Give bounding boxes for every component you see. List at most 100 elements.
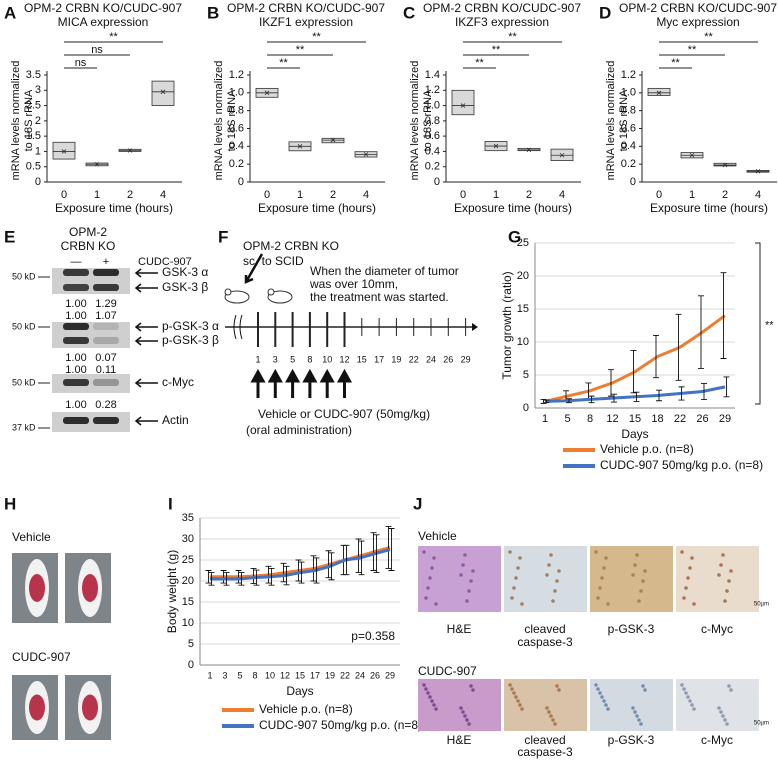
stain-label: c-Myc [701,733,733,747]
y-tick-label: 0 [188,659,194,671]
cell [555,579,559,583]
stain-label: cleaved [524,622,565,636]
error-bar [588,395,595,404]
cell [553,589,557,593]
cell [643,688,647,692]
treatment-arrow [319,368,335,398]
cell [469,684,473,688]
significance-label: ** [704,31,713,43]
x-axis-label: Exposure time (hours) [650,201,768,215]
chart-title: OPM-2 CRBN KO/CUDC-907 [24,1,182,15]
scale-bar: 50µm [754,721,769,727]
arrow [134,336,158,346]
micrograph [590,546,673,612]
blot-band [93,269,119,276]
error-bar [723,376,730,398]
band-label: Actin [162,413,189,427]
cell [723,599,727,603]
micrograph [676,546,759,612]
y-tick-label: 0 [238,176,244,188]
x-tick-label: 0 [264,189,270,201]
x-tick-label: 1 [207,670,212,680]
micrograph [418,679,501,731]
y-tick-label: 0.2 [425,161,440,173]
band-label: p-GSK-3 β [162,333,219,347]
panel-letter: H [4,494,16,513]
x-tick-label: 1 [94,189,100,201]
group-label: CUDC-907 [12,650,71,664]
cell [598,691,602,695]
cell [545,573,549,577]
annotation: p=0.358 [351,629,395,643]
day-label: 1 [255,354,260,364]
group-label: Vehicle [12,530,51,544]
mean-marker [681,152,703,158]
y-tick-label: 10 [182,617,194,629]
day-label: 19 [391,354,401,364]
cell [471,688,475,692]
stain-label: p-GSK-3 [608,733,655,747]
cell [551,599,555,603]
cell [510,596,514,600]
blot-band [63,284,89,291]
cell [422,550,426,554]
stain-label: c-Myc [701,622,733,636]
x-tick-label: 1 [297,189,303,201]
error-bar [373,534,380,574]
panel-letter: E [4,227,15,246]
administration-label: (oral administration) [246,423,352,437]
y-tick-label: 1.5 [26,130,41,142]
y-tick-label: 1.0 [621,87,636,99]
x-tick-label: 26 [696,413,708,425]
y-tick-label: 25 [182,554,194,566]
cell [426,586,430,590]
x-tick-label: 2 [330,189,336,201]
cell [549,714,553,718]
cell [508,550,512,554]
cell [512,586,516,590]
cell [725,722,729,726]
cell [684,691,688,695]
error-bar [720,272,727,359]
cell [600,695,604,699]
y-tick-label: 0 [523,402,529,414]
cell [547,710,551,714]
note-line: was over 10mm, [309,277,398,291]
x-tick-label: 2 [127,189,133,201]
x-axis-label: Exposure time (hours) [55,201,173,215]
cell [551,718,555,722]
cell [555,684,559,688]
treatment-label: Vehicle or CUDC-907 (50mg/kg) [258,407,430,421]
error-bar [295,559,302,582]
micrograph [418,546,501,612]
y-axis-label: to 18S rRNA [618,89,630,151]
cell [463,714,467,718]
cell [514,695,518,699]
mean-marker [256,90,278,96]
arrow [134,268,158,278]
model-label: OPM-2 CRBN KO [243,239,339,253]
x-tick-label: 10 [265,670,275,680]
mouse-ear [267,288,275,296]
cell [631,573,635,577]
significance-label: ** [492,44,501,56]
error-bar [355,538,362,574]
blot-membrane [52,374,130,393]
cell [721,553,725,557]
blot-band [63,417,89,424]
y-tick-label: 0.6 [229,122,244,134]
error-bar [343,544,350,576]
x-tick-label: 8 [587,413,593,425]
y-axis-label: to 18S rRNA [422,89,434,151]
cell [426,691,430,695]
x-tick-label: 1 [542,413,548,425]
error-bar [653,334,659,379]
x-tick-label: 17 [310,670,320,680]
day-label: 3 [273,354,278,364]
micrograph [590,679,673,731]
y-tick-label: 15 [182,596,194,608]
quantification: 1.00 [65,298,86,310]
quantification: 1.00 [65,310,86,322]
quantification: 0.07 [95,352,116,364]
cell [553,722,557,726]
